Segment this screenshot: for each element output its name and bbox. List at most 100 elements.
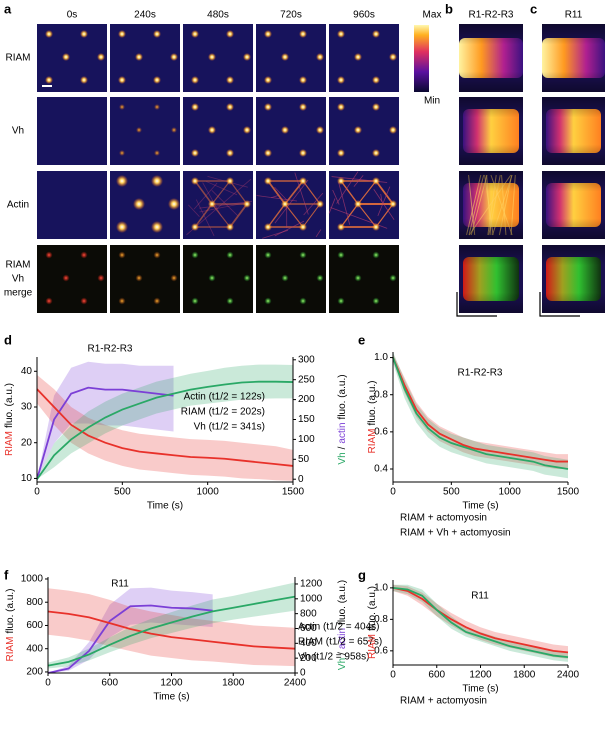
chart-title: R1-R2-R3 bbox=[457, 368, 502, 379]
kymograph-fade bbox=[459, 97, 523, 165]
axis-label: RIAM fluo. (a.u.) bbox=[367, 586, 378, 659]
y-tick-label: 0.4 bbox=[374, 464, 388, 475]
adhesion-spot bbox=[45, 30, 53, 38]
x-axis-label: Time (s) bbox=[462, 501, 498, 512]
adhesion-spot bbox=[168, 198, 180, 210]
adhesion-spot bbox=[97, 53, 105, 61]
adhesion-spot bbox=[355, 275, 362, 282]
colorbar-label: Max bbox=[423, 10, 442, 21]
y2-tick-label: 1200 bbox=[300, 579, 323, 590]
adhesion-spot bbox=[62, 53, 70, 61]
adhesion-spot bbox=[300, 298, 307, 305]
adhesion-spot bbox=[265, 252, 272, 259]
y-tick-label: 20 bbox=[21, 437, 33, 448]
y2-tick-label: 150 bbox=[298, 414, 315, 425]
adhesion-spot bbox=[389, 53, 397, 61]
adhesion-spot bbox=[390, 275, 397, 282]
adhesion-spot bbox=[264, 30, 272, 38]
row-label: Vh bbox=[12, 274, 24, 285]
adhesion-spot bbox=[119, 298, 126, 305]
y-tick-label: 40 bbox=[21, 366, 33, 377]
adhesion-spot bbox=[338, 298, 345, 305]
adhesion-spot bbox=[154, 104, 160, 110]
x-tick-label: 1200 bbox=[469, 670, 492, 681]
adhesion-spot bbox=[136, 275, 143, 282]
adhesion-spot bbox=[373, 298, 380, 305]
adhesion-spot bbox=[338, 252, 345, 259]
chart-title: R11 bbox=[111, 579, 129, 590]
adhesion-spot bbox=[299, 103, 307, 111]
y-tick-label: 200 bbox=[26, 667, 43, 678]
adhesion-spot bbox=[119, 252, 126, 259]
kymograph-fade bbox=[459, 24, 523, 92]
time-label: 0s bbox=[67, 10, 78, 21]
y2-tick-label: 250 bbox=[298, 374, 315, 385]
colorbar bbox=[414, 25, 429, 92]
axis-label-part: actin bbox=[337, 422, 348, 443]
x-tick-label: 1800 bbox=[513, 670, 536, 681]
y-tick-label: 1.0 bbox=[374, 352, 388, 363]
adhesion-spot bbox=[281, 126, 289, 134]
legend-entry: RIAM + Vh + actomyosin bbox=[400, 528, 511, 539]
kymograph-fade bbox=[542, 245, 605, 313]
adhesion-spot bbox=[192, 252, 199, 259]
adhesion-spot bbox=[191, 30, 199, 38]
adhesion-spot bbox=[80, 76, 88, 84]
axis-label: RIAMfluo. (a.u.) bbox=[367, 380, 378, 453]
adhesion-spot bbox=[226, 76, 234, 84]
x-axis-label: Time (s) bbox=[462, 684, 498, 695]
kymograph-fade bbox=[459, 171, 523, 239]
adhesion-spot bbox=[337, 103, 345, 111]
y2-tick-label: 200 bbox=[298, 394, 315, 405]
y-tick-label: 10 bbox=[21, 473, 33, 484]
adhesion-spot bbox=[171, 127, 177, 133]
adhesion-spot bbox=[136, 127, 142, 133]
adhesion-spot bbox=[300, 252, 307, 259]
kymograph-fade bbox=[542, 171, 605, 239]
adhesion-spot bbox=[243, 126, 251, 134]
panel-letter: e bbox=[358, 332, 365, 347]
x-tick-label: 0 bbox=[390, 670, 396, 681]
adhesion-spot bbox=[372, 149, 380, 157]
adhesion-spot bbox=[209, 275, 216, 282]
axis-label-part: RIAM bbox=[367, 634, 378, 659]
kymograph-fade bbox=[459, 245, 523, 313]
time-label: 480s bbox=[207, 10, 229, 21]
adhesion-spot bbox=[63, 275, 70, 282]
adhesion-spot bbox=[337, 76, 345, 84]
adhesion-spot bbox=[299, 223, 307, 231]
micrograph bbox=[37, 171, 107, 239]
adhesion-spot bbox=[154, 252, 161, 259]
adhesion-spot bbox=[153, 76, 161, 84]
adhesion-spot bbox=[226, 30, 234, 38]
adhesion-spot bbox=[208, 200, 216, 208]
time-label: 720s bbox=[280, 10, 302, 21]
adhesion-spot bbox=[264, 149, 272, 157]
adhesion-spot bbox=[135, 53, 143, 61]
x-tick-label: 1500 bbox=[557, 487, 580, 498]
panel-letter: d bbox=[4, 332, 12, 347]
x-tick-label: 1000 bbox=[197, 487, 220, 498]
x-tick-label: 600 bbox=[101, 678, 118, 689]
y-tick-label: 800 bbox=[26, 597, 43, 608]
adhesion-spot bbox=[372, 30, 380, 38]
axis-label-part: fluo. (a.u.) bbox=[5, 588, 16, 633]
axis-label-part: RIAM bbox=[5, 637, 16, 662]
adhesion-spot bbox=[337, 177, 345, 185]
adhesion-spot bbox=[337, 223, 345, 231]
y2-tick-label: 300 bbox=[298, 354, 315, 365]
axis-label: RIAM fluo. (a.u.) bbox=[5, 588, 16, 661]
adhesion-spot bbox=[154, 150, 160, 156]
x-tick-label: 1500 bbox=[282, 487, 305, 498]
adhesion-spot bbox=[46, 252, 53, 259]
adhesion-spot bbox=[316, 126, 324, 134]
axis-label-part: fluo. (a.u.) bbox=[337, 580, 348, 625]
axis-label-part: fluo. (a.u.) bbox=[367, 586, 378, 631]
adhesion-spot bbox=[191, 149, 199, 157]
adhesion-spot bbox=[171, 275, 178, 282]
chart-title: R1-R2-R3 bbox=[87, 344, 132, 355]
kymograph-fade bbox=[542, 24, 605, 92]
